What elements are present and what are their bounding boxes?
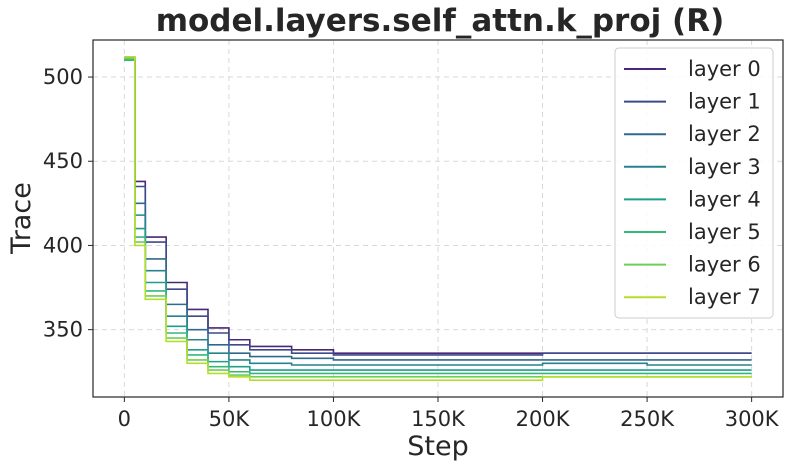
legend-label: layer 0 [688,57,761,81]
series-line [124,56,752,381]
x-tick-label: 250K [620,407,675,431]
y-tick-label: 400 [43,233,83,257]
legend-label: layer 1 [688,90,761,114]
legend-label: layer 2 [688,122,761,146]
y-axis-label: Trace [6,182,37,255]
series-lines [124,56,752,381]
legend-label: layer 7 [688,285,761,309]
y-tick-label: 500 [43,65,83,89]
x-tick-label: 300K [725,407,780,431]
x-tick-label: 200K [516,407,571,431]
legend-label: layer 6 [688,253,761,277]
x-axis-ticks: 0 50K 100K 150K 200K 250K 300K [118,397,780,431]
legend-label: layer 5 [688,220,761,244]
x-tick-label: 100K [307,407,362,431]
legend-box [614,47,774,319]
y-axis-ticks: 350 400 450 500 [43,65,93,342]
legend-label: layer 4 [688,187,761,211]
x-tick-label: 0 [118,407,131,431]
y-tick-label: 450 [43,149,83,173]
x-axis-label: Step [407,431,468,462]
chart-title: model.layers.self_attn.k_proj (R) [156,3,725,39]
legend-label: layer 3 [688,155,761,179]
x-tick-label: 50K [209,407,251,431]
y-tick-label: 350 [43,318,83,342]
legend: layer 0 layer 1 layer 2 layer 3 layer 4 layer… [614,47,774,319]
x-tick-label: 150K [411,407,466,431]
